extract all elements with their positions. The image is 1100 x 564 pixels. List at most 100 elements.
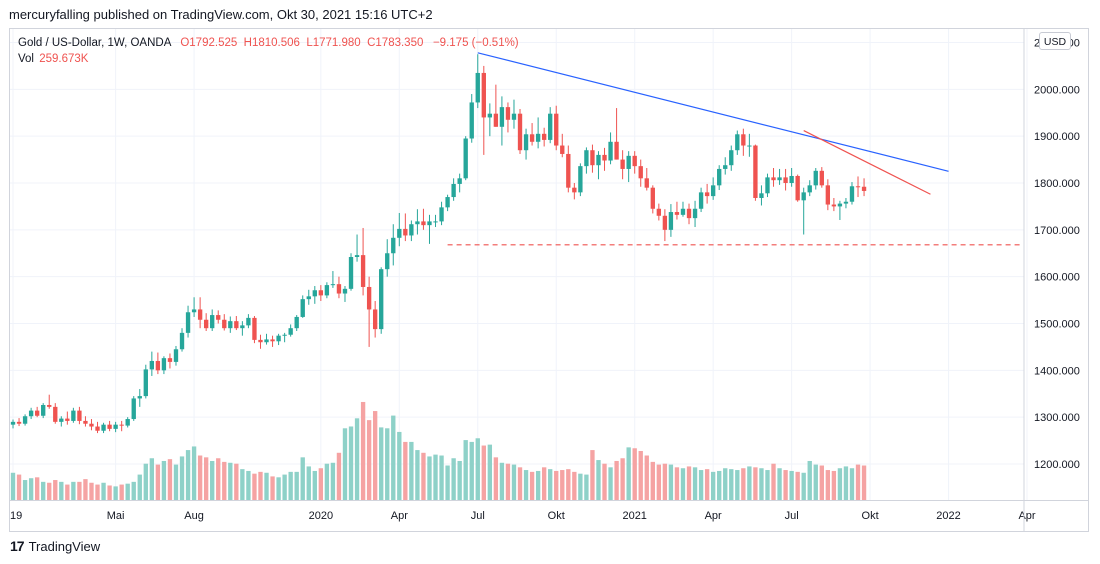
candle-body [535,133,541,142]
candle-body [493,113,499,127]
currency-badge[interactable]: USD [1039,32,1071,50]
candle-body [203,319,209,329]
candle-body [843,201,849,204]
candle-body [560,145,565,154]
volume-bar [16,474,22,500]
legend-volume-row: Vol 259.673K [18,51,519,67]
x-tick-label: 19 [10,510,22,522]
candle-body [185,312,191,333]
candle-body [469,102,474,139]
candle-body [584,150,589,167]
candle-body [608,141,613,161]
candle-body [47,404,52,407]
volume-bar [572,471,577,500]
footer: 17 TradingView [10,538,100,554]
candle-body [686,208,692,219]
x-tick-label: Apr [705,510,722,522]
volume-bar [391,415,396,500]
candle-body [445,197,450,208]
candle-body [258,339,263,343]
legend-symbol-row: Gold / US-Dollar, 1W, OANDA O1792.525 H1… [18,35,519,51]
volume-bar [861,465,867,500]
grid [10,29,1028,500]
volume-bar [548,469,553,500]
legend-low: L1771.980 [306,37,361,49]
volume-bar [566,469,571,500]
candle-body [487,113,493,118]
candle-body [95,426,100,431]
candle-body [216,315,221,320]
candle-body [294,316,299,329]
volume-bar [638,450,643,500]
volume-bar [155,464,161,500]
y-tick-label: 1500.000 [1034,319,1080,331]
candle-body [228,321,233,329]
volume-bar [445,465,450,500]
candle-body [22,416,28,424]
volume-bar [427,456,432,500]
red-descending-trendline[interactable] [803,130,931,195]
volume-bar [167,459,173,500]
volume-bar [843,466,849,500]
blue-descending-trendline[interactable] [477,52,949,172]
volume-bar [246,470,251,500]
publisher-caption: mercuryfalling published on TradingView.… [9,7,433,22]
volume-bar [698,470,704,500]
volume-bar [771,463,776,500]
candle-body [819,170,824,186]
candle-body [741,134,746,146]
legend-vol-label[interactable]: Vol [18,53,34,65]
candle-body [391,237,396,254]
candle-body [137,396,142,399]
x-tick-label: Okt [862,510,879,522]
candle-body [807,185,812,193]
x-tick-label: Okt [548,510,565,522]
candle-body [650,187,655,209]
volume-bar [614,460,619,500]
candle-body [680,208,686,215]
candle-body [517,113,523,151]
candle-body [590,150,595,166]
volume-bar [789,470,794,500]
volume-bar [234,463,239,500]
volume-bar [366,420,372,500]
volume-bar [22,480,28,500]
x-tick-label: Jul [785,510,799,522]
candle-body [861,186,867,191]
drawings[interactable] [447,52,1020,246]
candle-body [759,193,764,198]
candle-body [318,290,324,296]
candle-body [813,170,818,186]
candle-body [626,155,631,169]
candle-body [457,178,462,184]
chart-frame [9,28,1089,532]
candle-body [662,215,668,230]
volume-bar [541,467,547,500]
volume-bar [197,455,203,500]
legend-symbol[interactable]: Gold / US-Dollar, 1W, OANDA [18,37,171,49]
tradingview-logo-icon[interactable]: 17 [10,538,25,554]
candle-body [348,256,354,289]
volume-bar [626,447,631,500]
y-tick-label: 1300.000 [1034,412,1080,424]
candle-body [282,334,287,336]
candle-body [710,185,716,197]
volume-bar [469,441,474,500]
volume-bar [650,461,655,500]
candle-body [53,406,58,422]
volume-bar [777,468,782,500]
candle-body [505,107,511,120]
candle-body [578,166,583,193]
volume-bar [590,450,595,500]
candle-body [222,319,227,329]
volume-bar [511,464,517,500]
volume-bar [252,473,257,500]
volume-bar [831,470,837,500]
candle-body [173,349,179,362]
candle-body [602,154,607,161]
candle-body [632,155,637,167]
volume-bar [101,482,106,500]
candle-body [10,421,16,425]
candle-body [77,410,82,421]
